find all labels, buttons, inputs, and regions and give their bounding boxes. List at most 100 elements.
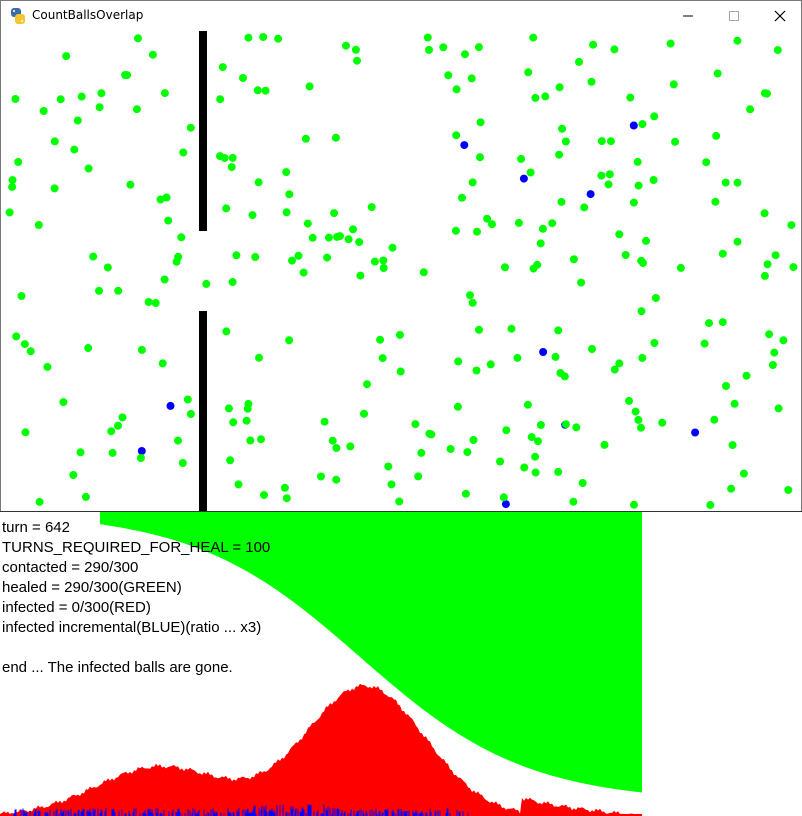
- green-ball: [733, 36, 742, 45]
- green-ball: [548, 219, 557, 228]
- green-ball: [260, 491, 268, 499]
- green-ball: [222, 327, 231, 336]
- green-ball: [706, 501, 715, 509]
- blue-ball: [629, 121, 638, 130]
- green-ball: [243, 404, 252, 413]
- green-ball: [763, 260, 772, 269]
- green-ball: [633, 157, 642, 166]
- green-ball: [610, 45, 619, 54]
- green-ball: [114, 421, 122, 430]
- green-ball: [517, 154, 526, 163]
- green-ball: [299, 268, 308, 277]
- green-ball: [712, 131, 721, 140]
- green-ball: [760, 271, 769, 280]
- green-ball: [705, 319, 713, 328]
- green-ball: [5, 208, 14, 217]
- green-ball: [148, 50, 157, 59]
- green-ball: [507, 324, 516, 333]
- green-ball: [621, 251, 630, 259]
- green-ball: [501, 263, 509, 272]
- green-ball: [70, 145, 79, 154]
- window-titlebar[interactable]: CountBallsOverlap: [0, 0, 802, 31]
- green-ball: [765, 330, 774, 339]
- green-ball: [303, 219, 312, 228]
- green-ball: [541, 92, 550, 101]
- blue-ball: [166, 401, 175, 410]
- green-ball: [425, 45, 433, 54]
- green-ball: [285, 190, 294, 199]
- green-ball: [514, 218, 523, 227]
- green-ball: [84, 344, 93, 352]
- green-ball: [770, 348, 779, 357]
- blue-ball: [691, 428, 700, 437]
- green-ball: [557, 197, 566, 206]
- green-ball: [742, 371, 751, 380]
- close-button[interactable]: [757, 1, 802, 31]
- green-ball: [499, 493, 508, 502]
- green-ball: [600, 440, 609, 449]
- green-ball: [427, 430, 436, 439]
- green-ball: [261, 86, 270, 95]
- green-ball: [458, 193, 466, 202]
- green-ball: [773, 46, 782, 55]
- healed-area: [100, 512, 642, 793]
- infected-label: infected = 0/300(RED): [2, 599, 151, 616]
- green-ball: [787, 221, 796, 230]
- green-ball: [50, 137, 59, 146]
- green-ball: [702, 158, 711, 167]
- green-ball: [251, 253, 260, 261]
- green-ball: [461, 50, 469, 59]
- minimize-button[interactable]: [665, 1, 711, 31]
- green-ball: [631, 407, 640, 416]
- incremental-label: infected incremental(BLUE)(ratio ... x3): [2, 619, 262, 636]
- green-ball: [395, 497, 404, 506]
- green-ball: [638, 120, 647, 129]
- green-ball: [73, 116, 82, 125]
- green-ball: [330, 209, 339, 218]
- balls-layer: [5, 33, 798, 509]
- green-ball: [629, 198, 638, 207]
- green-ball: [639, 259, 647, 268]
- green-ball: [529, 33, 538, 42]
- green-ball: [572, 423, 581, 432]
- green-ball: [476, 118, 485, 127]
- green-ball: [784, 486, 793, 494]
- green-ball: [160, 89, 169, 98]
- green-ball: [59, 398, 68, 407]
- green-ball: [396, 367, 405, 376]
- green-ball: [700, 339, 709, 348]
- green-ball: [468, 178, 477, 187]
- green-ball: [388, 243, 397, 252]
- maximize-button[interactable]: [711, 1, 757, 31]
- green-ball: [666, 39, 675, 48]
- green-ball: [95, 103, 104, 112]
- green-ball: [216, 95, 225, 104]
- green-ball: [468, 298, 477, 307]
- green-ball: [17, 292, 26, 300]
- green-ball: [625, 396, 633, 405]
- green-ball: [183, 395, 192, 404]
- incremental-bars: [13, 804, 469, 816]
- window-title: CountBallsOverlap: [32, 8, 144, 22]
- green-ball: [257, 435, 265, 444]
- green-ball: [634, 181, 643, 190]
- green-ball: [454, 357, 463, 366]
- green-ball: [597, 171, 606, 180]
- green-ball: [342, 41, 350, 50]
- green-ball: [244, 33, 253, 42]
- green-ball: [555, 150, 564, 159]
- green-ball: [524, 68, 533, 77]
- green-ball: [363, 380, 371, 389]
- green-ball: [282, 168, 291, 177]
- green-ball: [520, 463, 529, 472]
- green-ball: [229, 418, 238, 427]
- green-ball: [144, 298, 153, 306]
- green-ball: [323, 253, 332, 262]
- green-ball: [587, 77, 596, 86]
- green-ball: [288, 256, 296, 265]
- green-ball: [224, 404, 233, 413]
- blue-ball: [519, 174, 528, 183]
- green-ball: [234, 480, 243, 489]
- green-ball: [597, 137, 606, 146]
- green-ball: [274, 34, 283, 43]
